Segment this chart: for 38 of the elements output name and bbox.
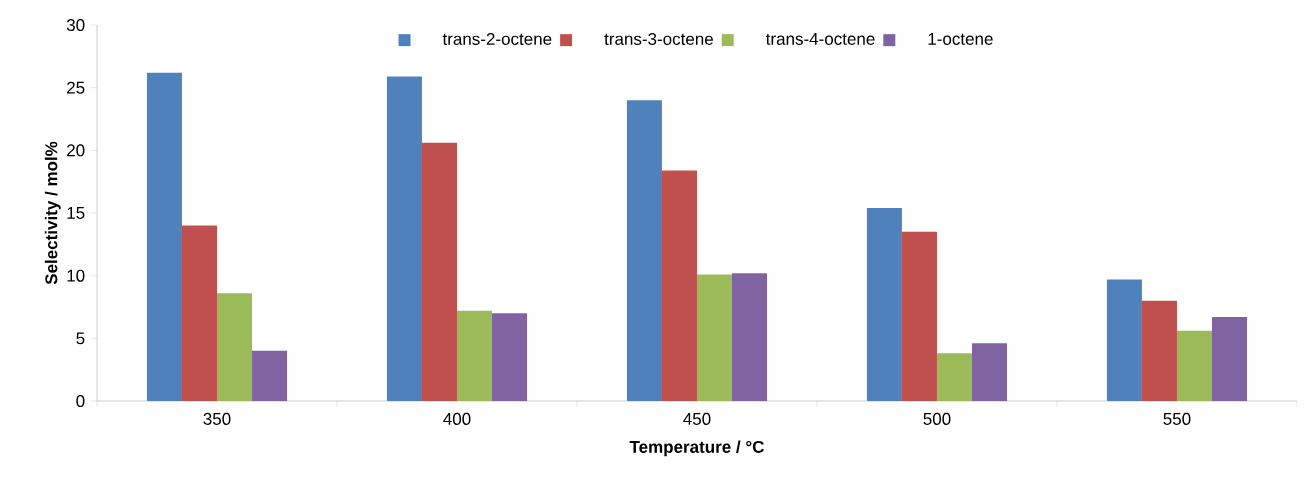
bar xyxy=(252,350,288,401)
bar xyxy=(1176,330,1213,401)
bar xyxy=(626,100,662,401)
y-tick-label: 15 xyxy=(67,207,85,219)
legend-label: trans-2-octene xyxy=(442,32,552,45)
bar xyxy=(146,72,182,401)
bar xyxy=(1141,300,1177,401)
bar xyxy=(661,170,697,401)
x-tick-label: 350 xyxy=(203,412,231,425)
bar xyxy=(972,343,1008,401)
x-tick-label: 550 xyxy=(1163,412,1191,425)
bar xyxy=(1212,317,1248,401)
bar xyxy=(901,231,937,401)
legend-label: 1-octene xyxy=(928,33,993,45)
bar xyxy=(866,207,902,401)
x-axis-title: Temperature / °C xyxy=(629,440,764,457)
bar xyxy=(1106,279,1142,401)
y-tick-label: 0 xyxy=(76,394,85,408)
bar xyxy=(936,353,973,401)
bar xyxy=(696,274,733,401)
bar xyxy=(456,310,493,401)
x-tick-label: 500 xyxy=(923,412,951,425)
y-tick-label: 10 xyxy=(67,269,85,282)
bar xyxy=(217,293,253,401)
bar xyxy=(421,142,457,401)
x-tick-label: 400 xyxy=(443,412,471,425)
y-tick-label: 25 xyxy=(67,81,85,94)
y-tick-label: 30 xyxy=(66,18,85,32)
bar xyxy=(492,313,528,401)
legend-label: trans-3-octene xyxy=(604,32,713,45)
x-tick-label: 450 xyxy=(683,412,711,425)
y-tick-label: 20 xyxy=(67,144,85,157)
bar xyxy=(732,273,768,401)
bar xyxy=(386,76,422,401)
bar xyxy=(181,225,217,401)
y-tick-label: 5 xyxy=(76,332,85,345)
legend-label: trans-4-octene xyxy=(765,33,875,45)
y-axis-title: Selectivity / mol% xyxy=(44,141,61,285)
